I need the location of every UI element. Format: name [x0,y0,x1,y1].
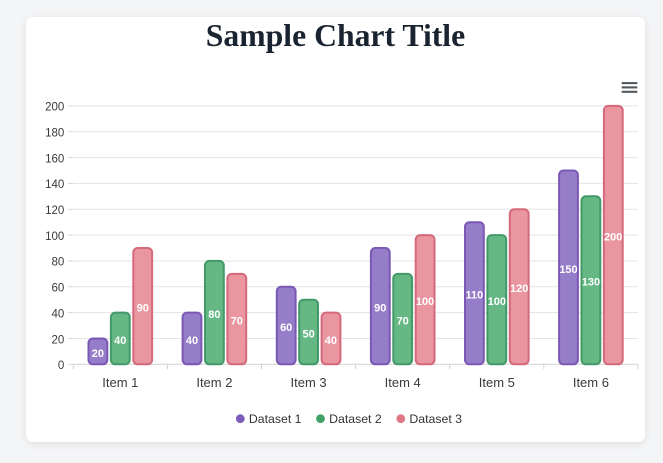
svg-text:Dataset 1: Dataset 1 [249,412,302,426]
svg-text:70: 70 [231,316,243,328]
svg-text:Item 5: Item 5 [479,375,515,390]
svg-text:130: 130 [582,277,600,289]
svg-text:100: 100 [488,296,506,308]
svg-text:50: 50 [302,328,314,340]
svg-text:Item 2: Item 2 [196,375,232,390]
svg-text:40: 40 [114,335,126,347]
svg-text:20: 20 [92,348,104,360]
svg-text:Item 1: Item 1 [102,375,138,390]
svg-text:120: 120 [510,283,528,295]
svg-text:90: 90 [137,303,149,315]
svg-text:160: 160 [45,153,64,165]
svg-text:110: 110 [466,290,484,302]
svg-text:100: 100 [45,231,64,243]
svg-text:180: 180 [45,128,64,140]
svg-text:60: 60 [52,283,65,295]
svg-text:Dataset 2: Dataset 2 [329,412,382,426]
svg-text:60: 60 [280,322,292,334]
svg-text:90: 90 [374,303,386,315]
svg-text:80: 80 [52,257,65,269]
svg-text:0: 0 [58,360,64,372]
svg-text:150: 150 [559,264,577,276]
svg-text:Item 6: Item 6 [573,375,609,390]
svg-text:120: 120 [45,205,64,217]
svg-text:200: 200 [604,232,622,244]
svg-text:70: 70 [397,316,409,328]
svg-text:Item 4: Item 4 [385,375,421,390]
svg-text:Item 3: Item 3 [291,375,327,390]
svg-text:200: 200 [45,102,64,114]
svg-text:80: 80 [208,309,220,321]
svg-text:40: 40 [325,335,337,347]
svg-text:Dataset 3: Dataset 3 [409,412,462,426]
svg-text:40: 40 [186,335,198,347]
svg-text:100: 100 [416,296,434,308]
svg-text:140: 140 [45,179,64,191]
svg-text:20: 20 [52,334,65,346]
svg-text:40: 40 [52,308,65,320]
